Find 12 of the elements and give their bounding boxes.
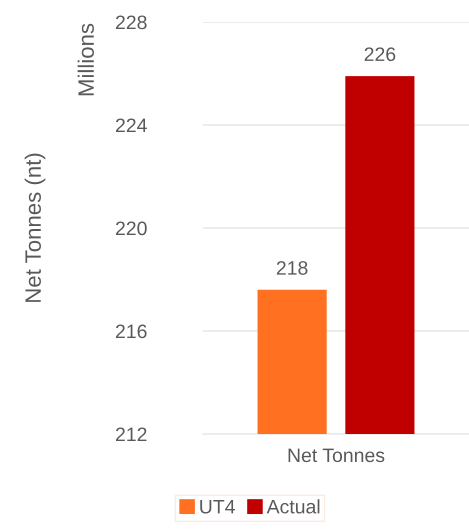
y-tick-label: 228: [116, 15, 147, 30]
data-label: 218: [276, 261, 308, 275]
y-tick-label: 216: [116, 324, 147, 338]
legend-label: Actual: [266, 499, 320, 514]
data-label: 226: [364, 47, 396, 62]
text: Millions: [78, 24, 94, 96]
legend-label: UT4: [200, 500, 235, 514]
x-tick-label: Net Tonnes: [288, 448, 384, 462]
y-tick-label: 220: [116, 221, 147, 236]
y-tick-label: 224: [116, 118, 147, 132]
y-axis-title: Net Tonnes (nt): [24, 154, 46, 302]
y-tick-label: 212: [116, 427, 146, 442]
